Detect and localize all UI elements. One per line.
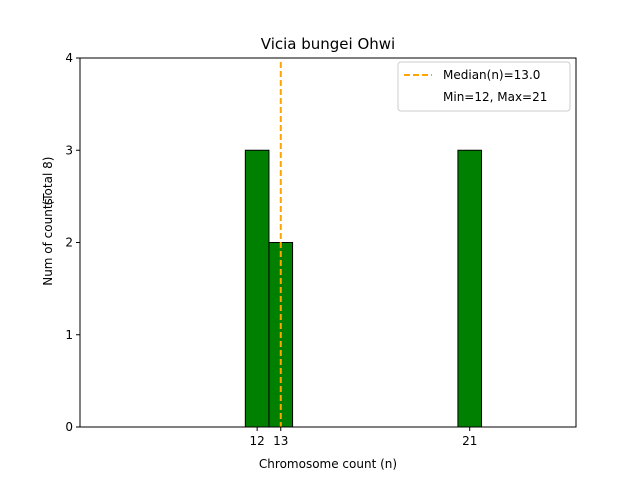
y-tick-label-4: 4 bbox=[65, 51, 73, 65]
y-tick-label-2: 2 bbox=[65, 236, 73, 250]
x-axis-label: Chromosome count (n) bbox=[259, 457, 397, 471]
bar-12 bbox=[244, 149, 270, 428]
x-tick-label-13: 13 bbox=[273, 434, 288, 448]
legend-entry-median: Median(n)=13.0 bbox=[443, 68, 540, 82]
y-axis-label: Num of counts bbox=[41, 198, 55, 286]
x-axis-ticks: 12 13 21 bbox=[250, 427, 477, 448]
bar-21 bbox=[457, 149, 483, 428]
y-tick-label-1: 1 bbox=[65, 328, 73, 342]
y-tick-label-3: 3 bbox=[65, 143, 73, 157]
y-axis-total-label: (Total 8) bbox=[41, 157, 55, 206]
legend-box bbox=[397, 61, 571, 112]
legend: Median(n)=13.0 Min=12, Max=21 bbox=[397, 61, 571, 112]
y-tick-label-0: 0 bbox=[65, 420, 73, 434]
x-tick-label-21: 21 bbox=[462, 434, 477, 448]
y-axis-ticks: 0 1 2 3 4 bbox=[65, 51, 80, 434]
legend-entry-minmax: Min=12, Max=21 bbox=[443, 90, 547, 104]
chart-title: Vicia bungei Ohwi bbox=[261, 35, 395, 53]
x-tick-label-12: 12 bbox=[250, 434, 265, 448]
